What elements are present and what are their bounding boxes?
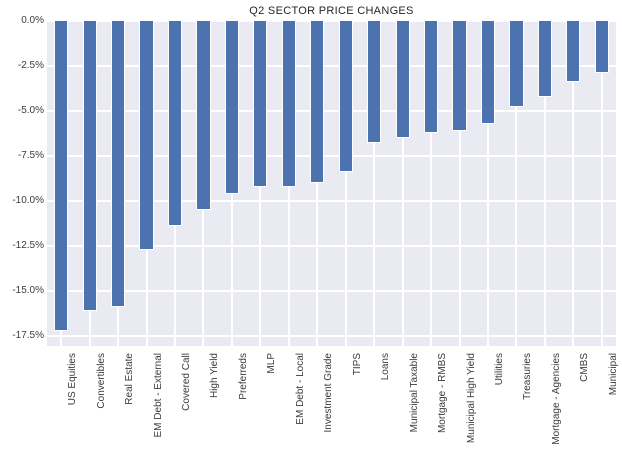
gridline-x-utilities — [486, 21, 489, 346]
gridline-y--10.0% — [47, 200, 616, 203]
gridline-x-mortgage-agencies — [543, 21, 546, 346]
bar-mlp — [253, 21, 268, 187]
bar-em-debt-external — [139, 21, 154, 250]
bar-municipal-taxable — [395, 21, 410, 139]
gridline-y--12.5% — [47, 245, 616, 248]
bar-mortgage-rmbs — [423, 21, 439, 133]
x-tick-label-utilities: Utilities — [493, 353, 505, 386]
bar-tips — [338, 21, 353, 173]
bar-investment-grade — [310, 21, 325, 184]
x-tick-label-municipal-taxable: Municipal Taxable — [408, 353, 420, 433]
x-tick-label-covered-call: Covered Call — [181, 353, 193, 411]
bar-treasuries — [509, 21, 524, 108]
x-tick-label-municipal-high-yield: Municipal High Yield — [465, 353, 477, 444]
chart-title: Q2 SECTOR PRICE CHANGES — [249, 5, 414, 17]
x-tick-label-treasuries: Treasuries — [522, 353, 534, 400]
bar-preferreds — [224, 21, 240, 194]
y-tick-label--7.5%: -7.5% — [17, 150, 44, 162]
x-tick-label-real-estate: Real Estate — [124, 353, 136, 405]
bar-convertibles — [82, 21, 97, 311]
x-tick-label-preferreds: Preferreds — [237, 353, 249, 400]
bar-mortgage-agencies — [537, 21, 552, 97]
y-tick-label--2.5%: -2.5% — [17, 60, 44, 71]
x-tick-label-mortgage-agencies: Mortgage - Agencies — [550, 353, 562, 445]
gridline-y--15.0% — [47, 290, 616, 293]
x-tick-label-cmbs: CMBS — [579, 353, 591, 382]
y-tick-label-0.0%: 0.0% — [21, 15, 44, 26]
y-tick-label--17.5%: -17.5% — [12, 330, 44, 342]
bar-us-equities — [54, 21, 69, 331]
gridline-y--5.0% — [47, 110, 616, 113]
x-tick-label-mlp: MLP — [266, 353, 278, 374]
bar-real-estate — [111, 21, 126, 308]
gridline-x-municipal-taxable — [401, 21, 404, 346]
x-tick-label-mortgage-rmbs: Mortgage - RMBS — [437, 353, 449, 434]
x-tick-label-em-debt-external: EM Debt - External — [152, 353, 164, 438]
gridline-x-investment-grade — [316, 21, 319, 346]
bar-cmbs — [566, 21, 581, 83]
gridline-y--2.5% — [47, 65, 616, 67]
x-tick-label-em-debt-local: EM Debt - Local — [294, 353, 306, 425]
gridline-x-cmbs — [572, 21, 575, 346]
gridline-x-municipal — [600, 21, 603, 346]
plot-area — [47, 20, 616, 346]
x-tick-label-municipal: Municipal — [607, 353, 619, 396]
gridline-x-loans — [373, 21, 376, 346]
x-tick-label-convertibles: Convertibles — [95, 353, 107, 409]
x-tick-label-loans: Loans — [380, 353, 392, 381]
gridline-y--7.5% — [47, 155, 616, 158]
x-tick-label-us-equities: US Equities — [67, 353, 79, 406]
bar-municipal-high-yield — [452, 21, 467, 131]
gridline-y--17.5% — [47, 335, 616, 338]
x-tick-label-tips: TIPS — [351, 353, 363, 376]
bar-high-yield — [196, 21, 211, 211]
bar-municipal — [594, 21, 609, 74]
y-tick-label--10.0%: -10.0% — [12, 195, 44, 207]
gridline-x-tips — [344, 21, 347, 346]
y-tick-label--12.5%: -12.5% — [12, 240, 44, 252]
gridline-x-treasuries — [515, 21, 518, 346]
x-tick-label-investment-grade: Investment Grade — [323, 353, 335, 433]
bar-utilities — [480, 21, 496, 124]
gridline-y-0.0% — [47, 20, 616, 22]
gridline-x-municipal-high-yield — [458, 21, 461, 346]
y-tick-label--5.0%: -5.0% — [17, 105, 44, 117]
y-tick-label--15.0%: -15.0% — [12, 285, 44, 297]
gridline-x-mortgage-rmbs — [430, 21, 433, 346]
x-tick-label-high-yield: High Yield — [209, 353, 221, 399]
bar-covered-call — [167, 21, 183, 227]
bar-loans — [367, 21, 382, 144]
bar-em-debt-local — [281, 21, 296, 187]
